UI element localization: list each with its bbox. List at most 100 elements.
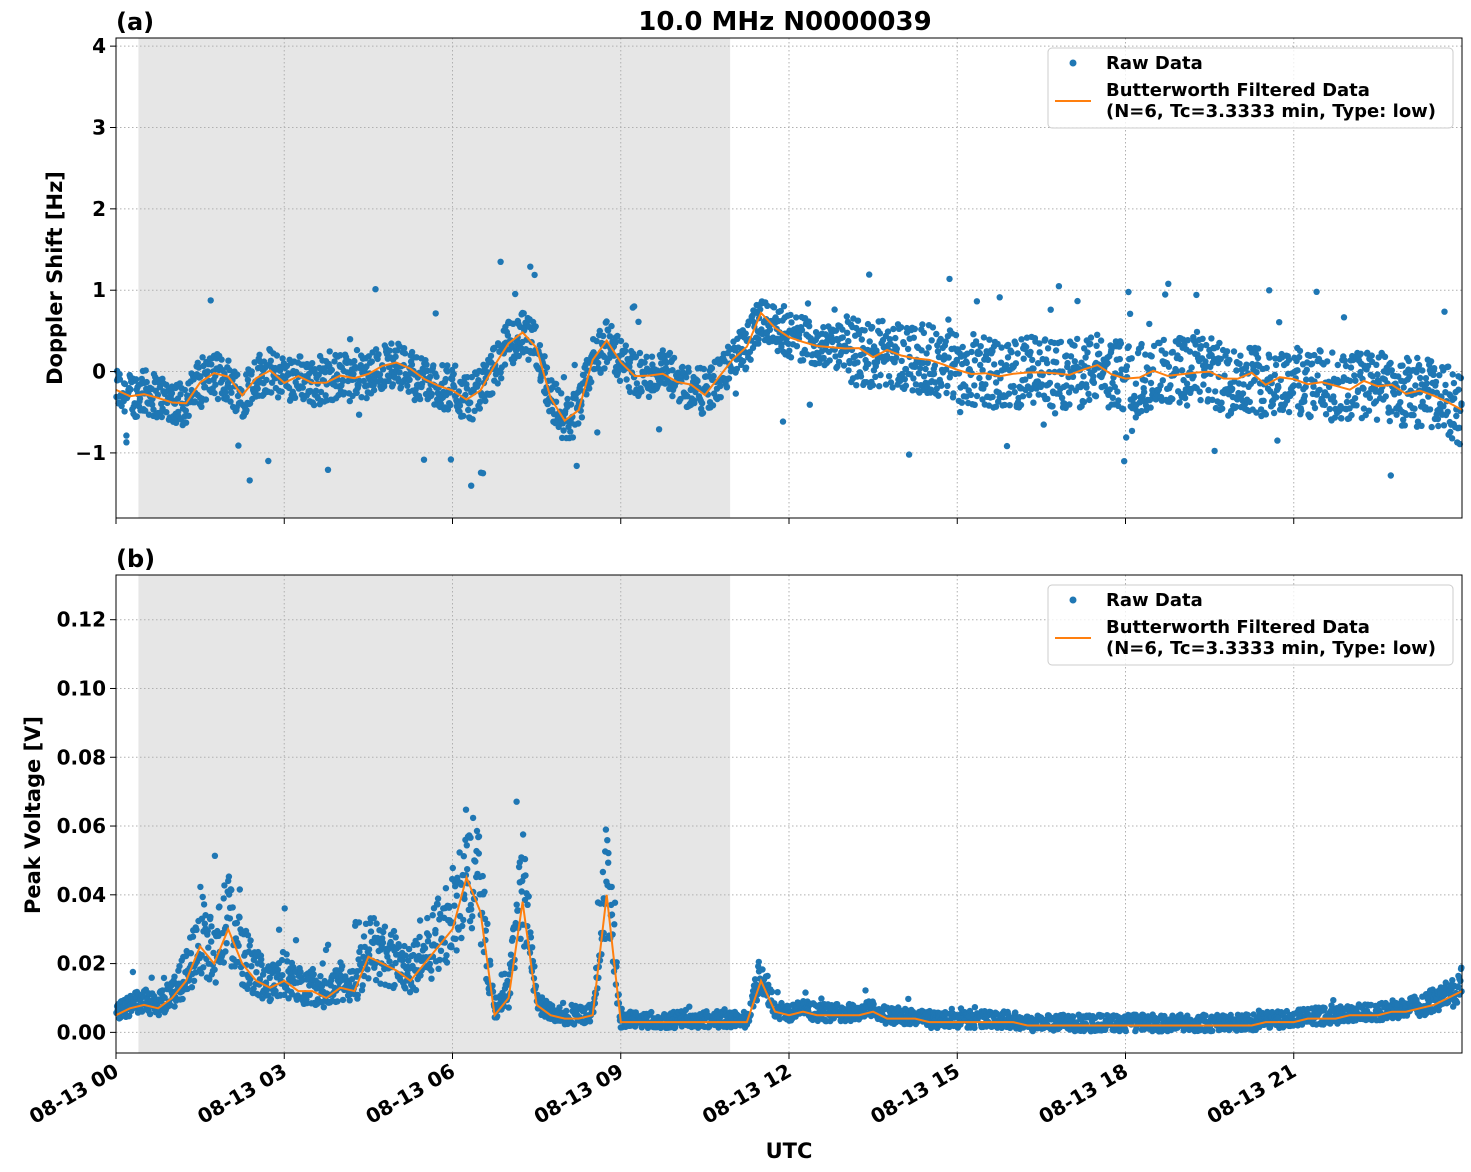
raw-data-point <box>770 304 778 311</box>
raw-data-point <box>516 859 523 866</box>
raw-data-point <box>887 379 895 386</box>
raw-data-point <box>1270 409 1278 417</box>
raw-data-point <box>450 370 457 378</box>
raw-data-point <box>355 411 363 418</box>
raw-data-point <box>1233 367 1240 374</box>
raw-data-point <box>353 346 361 354</box>
raw-data-point <box>1047 306 1054 313</box>
raw-data-point <box>465 406 472 414</box>
raw-data-point <box>206 976 213 983</box>
raw-data-point <box>211 389 218 397</box>
raw-data-point <box>1106 386 1114 393</box>
raw-data-point <box>355 919 363 926</box>
raw-data-point <box>1035 391 1042 398</box>
raw-data-point <box>436 956 443 964</box>
raw-data-point <box>611 899 619 906</box>
raw-data-point <box>346 997 353 1004</box>
raw-data-point <box>1426 406 1434 413</box>
raw-data-point <box>1074 335 1081 343</box>
raw-data-point <box>424 938 432 945</box>
raw-data-point <box>116 371 123 378</box>
raw-data-point <box>408 361 416 368</box>
raw-data-point <box>1298 407 1305 415</box>
raw-data-point <box>742 364 750 371</box>
raw-data-point <box>623 376 630 383</box>
raw-data-point <box>303 999 311 1007</box>
raw-data-point <box>212 381 219 388</box>
raw-data-point <box>181 386 189 394</box>
raw-data-point <box>930 370 938 378</box>
raw-data-point <box>993 369 1001 377</box>
raw-data-point <box>256 351 263 358</box>
raw-data-point <box>1178 367 1186 374</box>
raw-data-point <box>567 401 575 408</box>
raw-data-point <box>363 394 370 402</box>
raw-data-point <box>755 335 762 343</box>
raw-data-point <box>1109 394 1117 401</box>
raw-data-point <box>862 987 869 994</box>
y-tick-label: 2 <box>92 197 106 221</box>
raw-data-point <box>1193 328 1201 336</box>
raw-data-point <box>309 360 316 367</box>
raw-data-point <box>324 941 332 948</box>
raw-data-point <box>663 359 670 366</box>
raw-data-point <box>806 323 813 330</box>
raw-data-point <box>452 362 459 369</box>
raw-data-point <box>243 407 250 414</box>
raw-data-point <box>368 358 375 365</box>
raw-data-point <box>456 402 464 409</box>
raw-data-point <box>463 842 470 849</box>
raw-data-point <box>831 306 838 313</box>
raw-data-point <box>1192 341 1199 348</box>
raw-data-point <box>205 944 212 951</box>
raw-data-point <box>236 886 243 893</box>
raw-data-point <box>798 326 806 334</box>
raw-data-point <box>1253 369 1260 376</box>
raw-data-point <box>1012 1009 1019 1016</box>
raw-data-point <box>1055 283 1063 290</box>
raw-data-point <box>1138 340 1145 348</box>
raw-data-point <box>779 418 787 425</box>
raw-data-point <box>436 916 443 923</box>
raw-data-point <box>291 394 299 401</box>
raw-data-point <box>1030 399 1037 406</box>
raw-data-point <box>258 956 265 963</box>
raw-data-point <box>142 407 149 414</box>
raw-data-point <box>541 353 548 360</box>
raw-data-point <box>905 451 913 458</box>
raw-data-point <box>461 895 468 903</box>
raw-data-point <box>1196 388 1203 395</box>
raw-data-point <box>531 963 538 970</box>
raw-data-point <box>527 934 535 941</box>
raw-data-point <box>497 258 504 265</box>
raw-data-point <box>350 370 357 378</box>
raw-data-point <box>1428 423 1435 431</box>
raw-data-point <box>740 357 747 365</box>
raw-data-point <box>820 1008 827 1015</box>
raw-data-point <box>1324 358 1331 365</box>
raw-data-point <box>339 996 347 1004</box>
raw-data-point <box>268 389 275 396</box>
raw-data-point <box>828 333 835 340</box>
raw-data-point <box>185 412 192 419</box>
raw-data-point <box>605 849 612 857</box>
raw-data-point <box>211 966 218 973</box>
raw-data-point <box>897 324 905 331</box>
raw-data-point <box>1165 280 1172 287</box>
raw-data-point <box>787 354 795 361</box>
raw-data-point <box>1121 458 1128 465</box>
raw-data-point <box>1099 1012 1106 1019</box>
raw-data-point <box>395 943 403 950</box>
raw-data-point <box>276 367 284 374</box>
raw-data-point <box>648 353 656 360</box>
raw-data-point <box>869 382 877 389</box>
raw-data-point <box>494 380 501 387</box>
raw-data-point <box>622 342 629 349</box>
raw-data-point <box>1285 408 1293 416</box>
raw-data-point <box>641 359 648 366</box>
raw-data-point <box>468 925 476 932</box>
raw-data-point <box>207 913 214 921</box>
raw-data-point <box>1374 371 1381 378</box>
raw-data-point <box>510 320 517 327</box>
raw-data-point <box>481 888 488 895</box>
